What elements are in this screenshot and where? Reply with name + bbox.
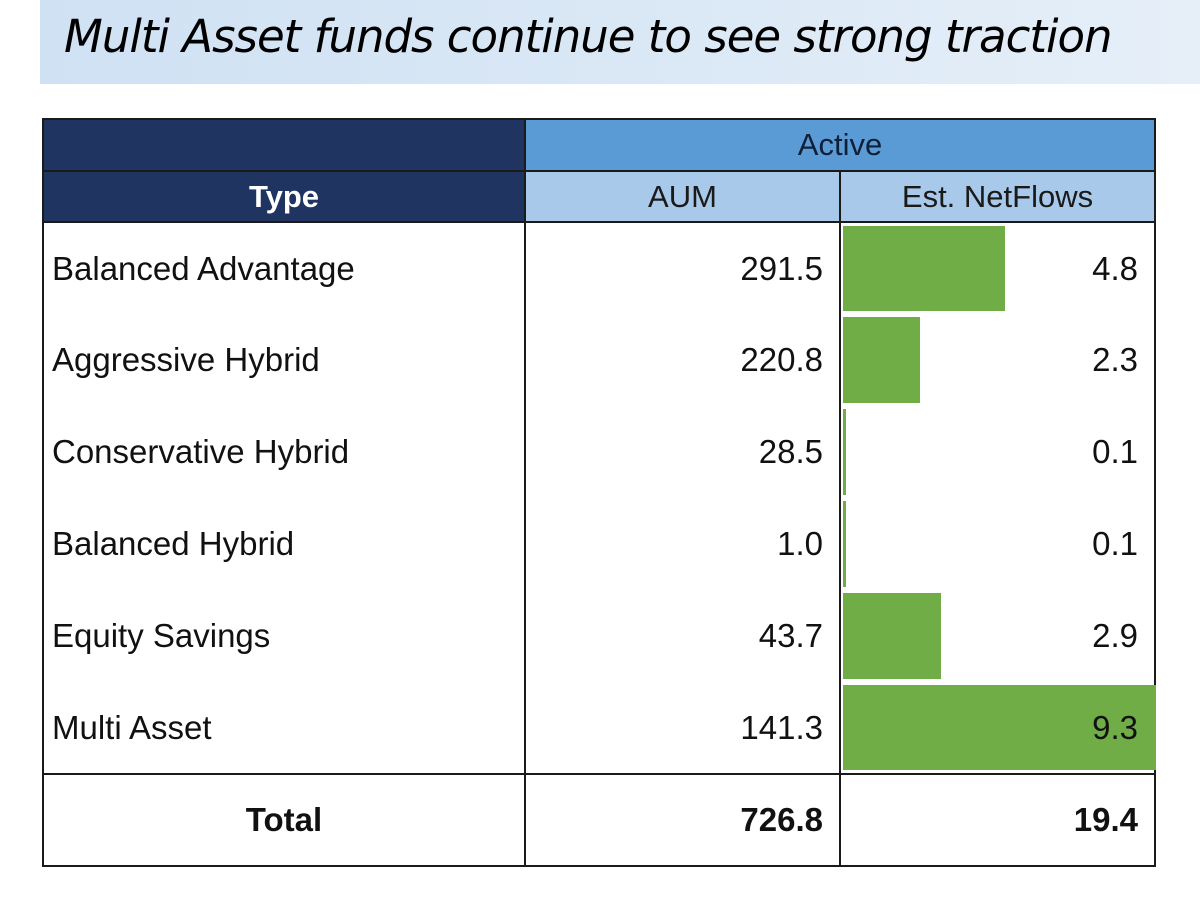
table-row: Multi Asset 141.3 9.3 [42, 682, 1157, 775]
type-cell: Aggressive Hybrid [42, 314, 526, 406]
netflow-value: 4.8 [1092, 249, 1139, 287]
netflow-data-bar [843, 317, 921, 403]
aum-cell: 43.7 [525, 590, 841, 682]
netflow-cell: 4.8 [840, 222, 1157, 314]
column-header-row: Type AUM Est. NetFlows [42, 170, 1157, 223]
type-cell: Equity Savings [42, 590, 526, 682]
header-active: Active [523, 118, 1157, 172]
type-cell: Conservative Hybrid [42, 406, 526, 498]
table-row: Balanced Advantage 291.5 4.8 [42, 222, 1157, 314]
netflow-value: 0.1 [1092, 525, 1139, 562]
netflow-data-bar [843, 501, 847, 587]
netflow-cell: 2.3 [840, 314, 1157, 406]
table-row: Balanced Hybrid 1.0 0.1 [42, 498, 1157, 590]
netflow-data-bar [843, 593, 941, 679]
header-netflows: Est. NetFlows [838, 170, 1157, 223]
type-cell: Multi Asset [42, 682, 526, 775]
netflow-data-bar [843, 409, 847, 495]
aum-cell: 1.0 [525, 498, 841, 590]
header-aum: AUM [524, 170, 841, 223]
netflow-value: 2.3 [1092, 341, 1139, 378]
netflow-cell: 0.1 [840, 406, 1157, 498]
netflow-data-bar [843, 685, 1157, 770]
title-banner: Multi Asset funds continue to see strong… [40, 0, 1200, 84]
table-body: Balanced Advantage 291.5 4.8 Aggressive … [42, 222, 1157, 775]
table-row: Conservative Hybrid 28.5 0.1 [42, 406, 1157, 498]
total-aum: 726.8 [524, 773, 841, 867]
type-cell: Balanced Hybrid [42, 498, 526, 590]
page-title: Multi Asset funds continue to see strong… [64, 10, 1113, 63]
netflow-value: 9.3 [1092, 708, 1139, 746]
aum-cell: 220.8 [525, 314, 841, 406]
netflow-value: 0.1 [1092, 433, 1139, 470]
table-row: Aggressive Hybrid 220.8 2.3 [42, 314, 1157, 406]
type-cell: Balanced Advantage [42, 222, 526, 314]
total-label: Total [42, 773, 526, 867]
aum-cell: 141.3 [525, 682, 841, 775]
aum-cell: 291.5 [525, 222, 841, 314]
group-header-row: Active [42, 118, 1157, 172]
table-row: Equity Savings 43.7 2.9 [42, 590, 1157, 682]
aum-cell: 28.5 [525, 406, 841, 498]
netflow-cell: 9.3 [840, 682, 1157, 775]
header-type: Type [42, 170, 526, 223]
fund-table: Active Type AUM Est. NetFlows Balanced A… [42, 118, 1157, 867]
total-netflows: 19.4 [838, 773, 1157, 867]
header-blank-cell [42, 118, 526, 172]
netflow-cell: 0.1 [840, 498, 1157, 590]
netflow-data-bar [843, 226, 1005, 311]
netflow-value: 2.9 [1092, 617, 1139, 654]
total-row: Total 726.8 19.4 [42, 773, 1157, 867]
netflow-cell: 2.9 [840, 590, 1157, 682]
